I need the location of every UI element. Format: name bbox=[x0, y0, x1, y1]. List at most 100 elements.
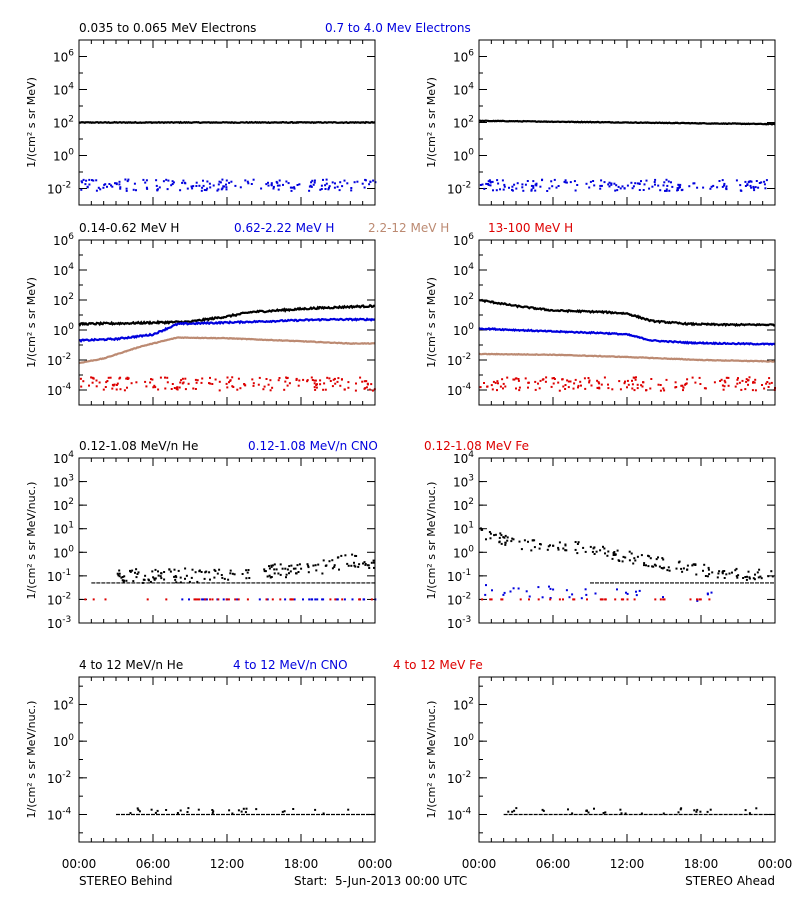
data-point bbox=[111, 185, 114, 188]
data-point bbox=[239, 186, 242, 189]
data-point bbox=[651, 185, 654, 188]
y-tick-label: 100 bbox=[53, 733, 74, 749]
data-point bbox=[372, 559, 375, 562]
data-point bbox=[370, 383, 373, 386]
data-point bbox=[350, 564, 353, 567]
data-point bbox=[225, 188, 228, 191]
data-point bbox=[747, 383, 749, 386]
data-point bbox=[550, 385, 553, 388]
legend-entry-1-3: 13-100 MeV H bbox=[488, 221, 573, 235]
data-point bbox=[655, 558, 658, 561]
data-point bbox=[313, 181, 316, 184]
data-point bbox=[122, 581, 125, 584]
data-point bbox=[680, 384, 683, 387]
data-point bbox=[135, 189, 137, 192]
y-tick-label: 100 bbox=[53, 148, 74, 164]
data-point bbox=[500, 598, 503, 601]
data-point bbox=[338, 568, 340, 571]
data-point bbox=[546, 548, 549, 551]
data-point bbox=[115, 182, 118, 185]
data-point bbox=[269, 576, 272, 579]
y-tick-label: 10-2 bbox=[447, 770, 471, 786]
legend-entry-1-1: 0.62-2.22 MeV H bbox=[234, 221, 334, 235]
y-tick-label: 102 bbox=[53, 292, 74, 308]
data-point bbox=[710, 185, 713, 188]
data-point bbox=[183, 181, 186, 184]
data-point bbox=[531, 539, 534, 542]
data-point bbox=[500, 542, 503, 545]
data-point bbox=[272, 185, 275, 188]
data-point bbox=[571, 593, 574, 596]
data-point bbox=[144, 380, 147, 383]
data-point bbox=[604, 811, 607, 814]
data-point bbox=[364, 179, 367, 182]
data-point bbox=[252, 382, 255, 385]
data-point bbox=[168, 568, 171, 571]
data-point bbox=[698, 376, 701, 379]
data-point bbox=[114, 182, 116, 185]
data-point bbox=[237, 377, 240, 380]
data-point bbox=[166, 376, 169, 379]
data-point bbox=[541, 596, 544, 599]
data-point bbox=[321, 598, 324, 601]
data-point bbox=[265, 598, 268, 601]
y-tick-label: 106 bbox=[453, 49, 474, 65]
data-point bbox=[501, 378, 504, 381]
data-point bbox=[154, 811, 157, 814]
data-point bbox=[579, 380, 582, 383]
data-point bbox=[576, 552, 579, 555]
data-point bbox=[723, 379, 726, 382]
data-point bbox=[279, 563, 282, 566]
data-point bbox=[723, 385, 726, 388]
data-point bbox=[326, 376, 329, 379]
data-point bbox=[258, 598, 261, 601]
data-point bbox=[622, 555, 625, 558]
data-point bbox=[674, 381, 677, 384]
data-point bbox=[626, 184, 629, 187]
data-point bbox=[181, 382, 184, 385]
data-point bbox=[262, 388, 265, 391]
data-point bbox=[149, 580, 152, 583]
data-point bbox=[716, 186, 719, 189]
data-point bbox=[744, 388, 747, 391]
data-point bbox=[126, 180, 129, 183]
data-point bbox=[618, 380, 621, 383]
data-point bbox=[84, 598, 87, 601]
data-point bbox=[614, 553, 617, 556]
data-point bbox=[186, 811, 189, 813]
data-point bbox=[191, 568, 194, 571]
data-point bbox=[744, 809, 747, 812]
data-point bbox=[533, 539, 536, 542]
data-point bbox=[765, 179, 768, 182]
data-point bbox=[613, 551, 616, 553]
data-point bbox=[667, 180, 670, 183]
data-point bbox=[702, 186, 705, 189]
data-point bbox=[640, 180, 642, 183]
data-point bbox=[493, 534, 496, 537]
data-point bbox=[487, 180, 490, 183]
data-point bbox=[717, 572, 720, 575]
data-point bbox=[734, 385, 737, 388]
data-point bbox=[563, 180, 566, 183]
data-point bbox=[718, 180, 721, 182]
data-point bbox=[269, 379, 272, 382]
data-point bbox=[534, 380, 537, 383]
data-point bbox=[662, 596, 664, 599]
data-point bbox=[269, 389, 272, 392]
data-point bbox=[607, 387, 610, 390]
data-point bbox=[285, 377, 288, 380]
data-point bbox=[372, 179, 375, 182]
data-point bbox=[203, 577, 206, 580]
data-point bbox=[614, 598, 617, 601]
data-point bbox=[636, 555, 639, 558]
data-point bbox=[226, 376, 229, 379]
data-point bbox=[577, 384, 580, 387]
data-point bbox=[577, 541, 580, 544]
data-point bbox=[549, 587, 552, 590]
data-point bbox=[542, 809, 545, 812]
data-point bbox=[607, 383, 609, 386]
data-point bbox=[499, 188, 501, 191]
y-tick-label: 104 bbox=[453, 262, 474, 278]
data-point bbox=[752, 187, 755, 190]
data-point bbox=[642, 381, 645, 384]
